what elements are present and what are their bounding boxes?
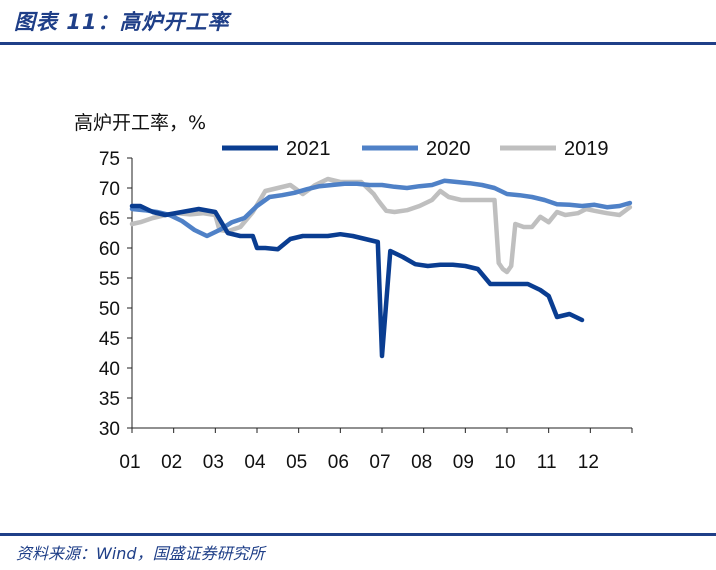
x-tick-label: 09 (453, 452, 474, 473)
x-tick-label: 12 (578, 452, 599, 473)
series-line-2019 (129, 176, 633, 275)
x-tick-label: 11 (537, 452, 557, 473)
source-rule (0, 533, 716, 536)
line-chart: 30 35 40 45 50 55 60 65 70 75 01 02 03 04 05 06 07 08 09 10… (99, 138, 633, 473)
y-tick-label: 65 (99, 209, 120, 230)
x-tick-label: 01 (119, 452, 140, 473)
title-rule (0, 42, 716, 45)
chart-axes: 30 35 40 45 50 55 60 65 70 75 01 02 03 04 05 06 07 08 09 10… (99, 149, 633, 473)
x-tick-label: 06 (328, 452, 349, 473)
legend-label-2019: 2019 (564, 138, 609, 160)
series-line-2021 (129, 203, 585, 359)
x-tick-label: 05 (286, 452, 307, 473)
x-tick-label: 02 (161, 452, 182, 473)
x-tick-label: 07 (369, 452, 390, 473)
y-tick-label: 75 (99, 149, 120, 170)
figure-title: 图表 11：高炉开工率 (14, 10, 230, 34)
y-tick-label: 30 (99, 419, 120, 440)
x-tick-label: 04 (244, 452, 266, 473)
y-tick-label: 35 (99, 389, 120, 410)
y-tick-label: 40 (99, 359, 120, 380)
y-tick-label: 55 (99, 269, 120, 290)
chart-legend: 2021 2020 2019 (222, 138, 609, 160)
x-tick-label: 03 (203, 452, 224, 473)
legend-label-2020: 2020 (426, 138, 471, 160)
y-axis-label: 高炉开工率，% (74, 112, 207, 134)
series-line-2020 (129, 178, 633, 239)
legend-label-2021: 2021 (286, 138, 331, 160)
y-tick-label: 45 (99, 329, 120, 350)
source-note: 资料来源：Wind，国盛证券研究所 (16, 544, 265, 563)
chart-lines (129, 176, 633, 359)
x-tick-label: 10 (494, 452, 515, 473)
y-tick-label: 70 (99, 179, 120, 200)
y-tick-label: 50 (99, 299, 120, 320)
x-tick-label: 08 (411, 452, 432, 473)
y-tick-label: 60 (99, 239, 120, 260)
